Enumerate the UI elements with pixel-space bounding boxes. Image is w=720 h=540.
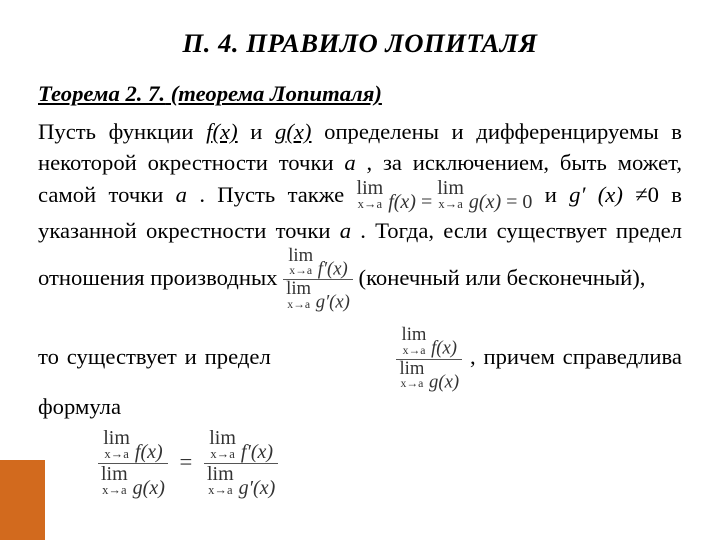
theorem-number: Теорема 2. 7. — [38, 81, 165, 106]
math-final-formula: lim x→a f(x) lim x→a g(x) = lim x→a f′( — [98, 428, 682, 499]
a: а — [176, 182, 187, 207]
gx: g(x) — [275, 119, 311, 144]
text: и — [545, 182, 569, 207]
theorem-name: (теорема Лопиталя) — [165, 81, 382, 106]
text: . Пусть также — [199, 182, 356, 207]
a: а — [344, 150, 355, 175]
accent-bar — [0, 460, 45, 540]
a: а — [340, 218, 351, 243]
page-title: П. 4. ПРАВИЛО ЛОПИТАЛЯ — [38, 28, 682, 59]
theorem-heading: Теорема 2. 7. (теорема Лопиталя) — [38, 81, 682, 107]
text: (конечный или бесконечный), — [359, 265, 646, 290]
gprime: g′ (x) — [569, 182, 623, 207]
math-frac-fprime-over-gprime: lim x→a f′(x) lim x→a g′(x) — [283, 247, 353, 313]
theorem-body: Пусть функции f(x) и g(x) определены и д… — [38, 117, 682, 499]
text: то существует и предел — [38, 344, 279, 369]
neq0: ≠0 — [635, 182, 659, 207]
text: и — [250, 119, 275, 144]
text: Пусть функции — [38, 119, 206, 144]
math-lim-fx-eq-lim-gx-eq-0: lim x→a f(x) = lim x→a g(x) = 0 — [357, 178, 533, 216]
math-frac-f-over-g: lim x→a f(x) lim x→a g(x) — [396, 326, 462, 392]
fx: f(x) — [206, 119, 237, 144]
